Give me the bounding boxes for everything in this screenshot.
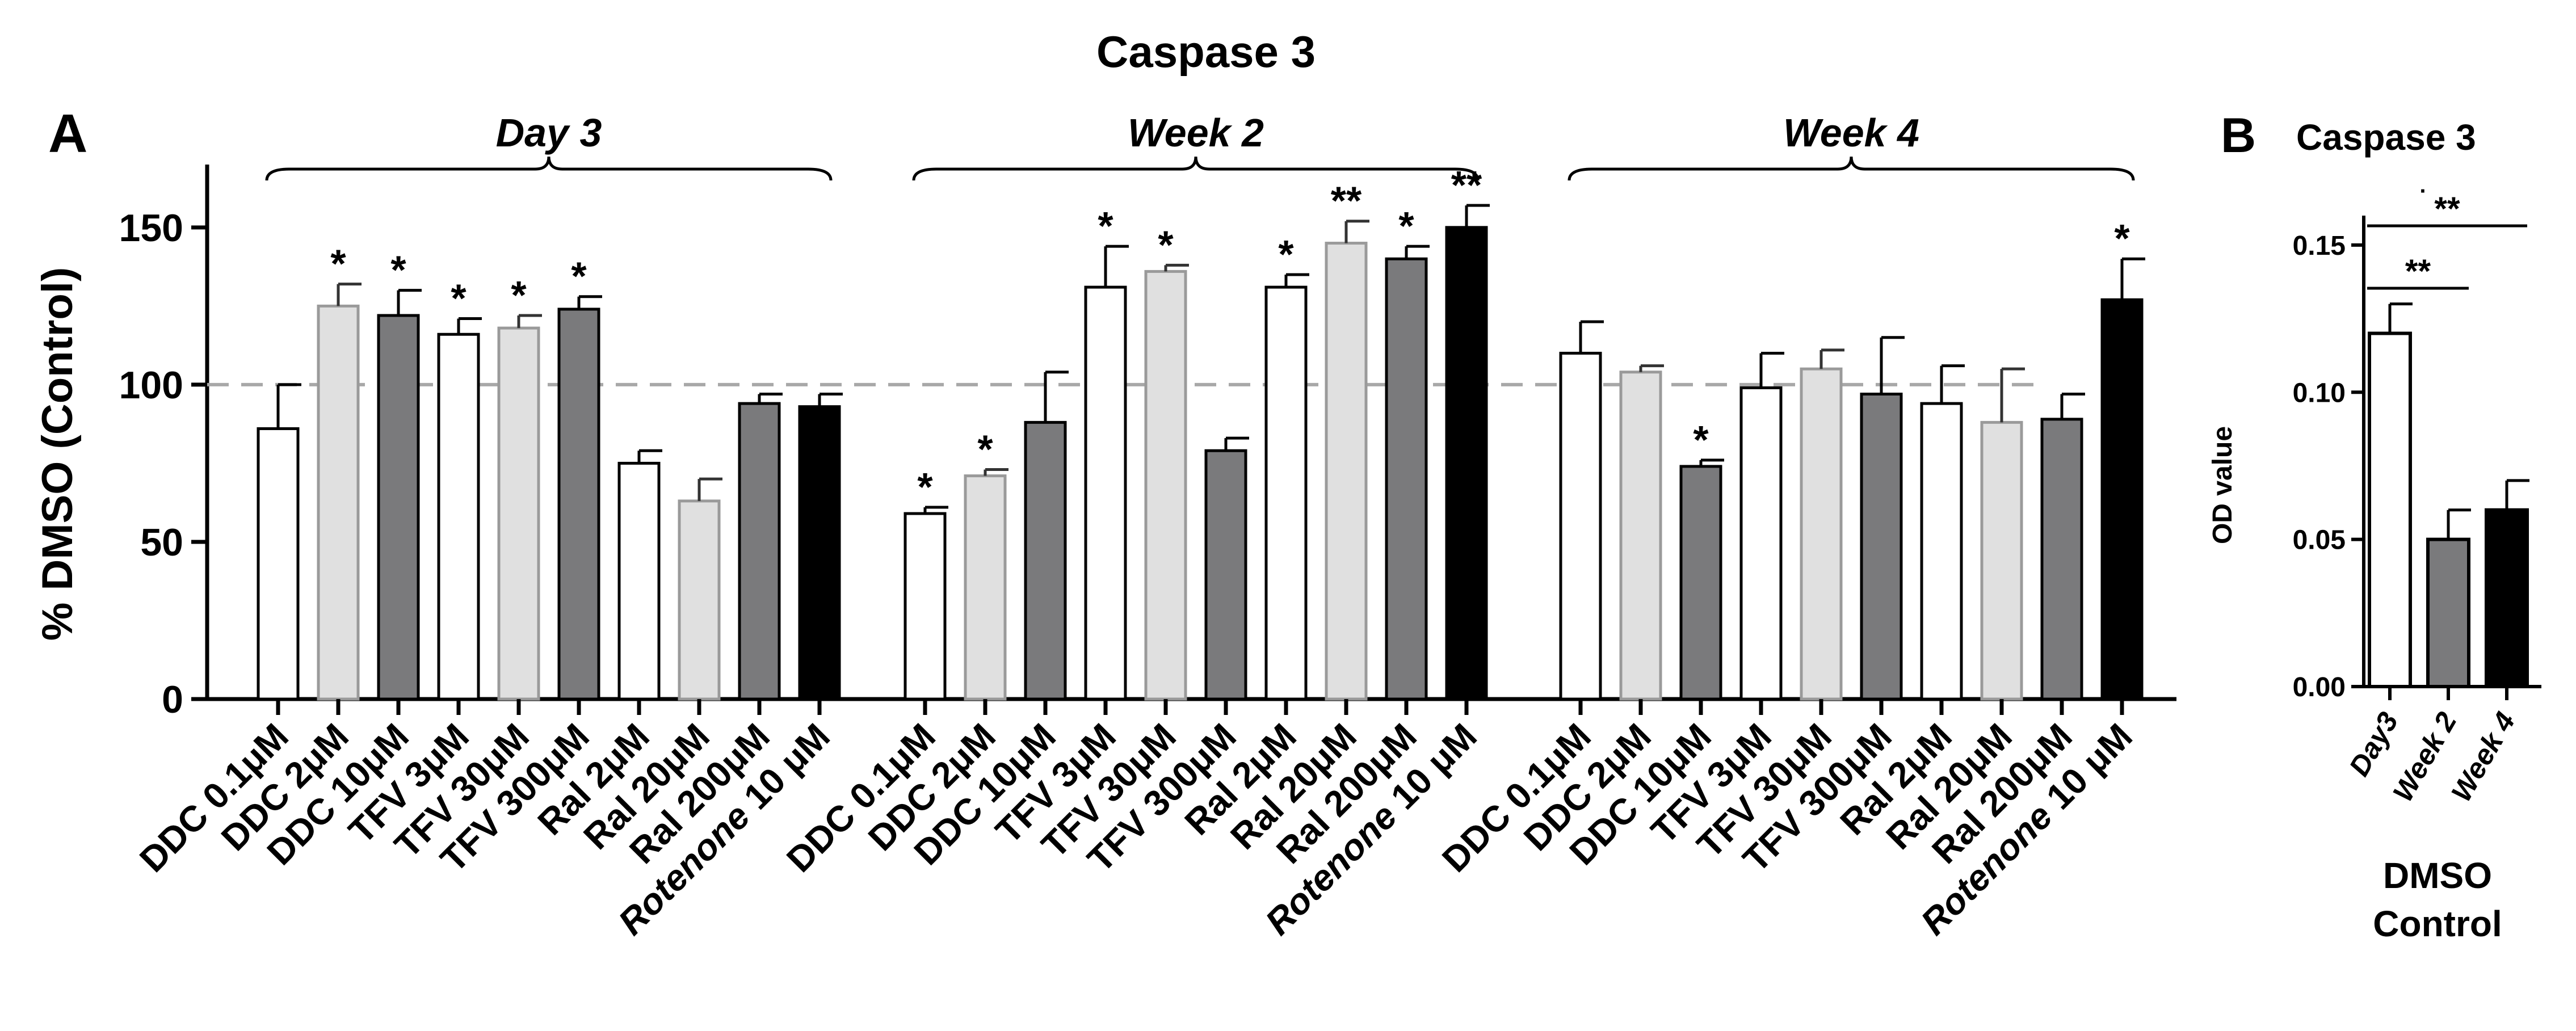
bar: [557, 308, 600, 701]
chart-b-ylabel: OD value: [2208, 426, 2238, 544]
group-label: Week 2: [1128, 111, 1264, 155]
chart-b-y-tick-label: 0.15: [2293, 231, 2346, 261]
significance-label: *: [390, 248, 406, 292]
bar: [377, 314, 420, 701]
bar: [1204, 449, 1247, 701]
chart-a-ylabel: % DMSO (Control): [33, 267, 82, 641]
bar: [1860, 393, 1903, 701]
bar: [1024, 420, 1067, 701]
bar: [1559, 351, 1602, 701]
chart-b-xlabel-line1: DMSO: [2383, 855, 2492, 896]
chart-b-title: Caspase 3: [2296, 117, 2476, 158]
chart-a-title: Caspase 3: [1096, 27, 1316, 77]
bar: [1800, 367, 1843, 701]
significance-label: *: [511, 273, 527, 317]
bar: [1264, 285, 1308, 701]
bar: [617, 461, 661, 701]
bar: [497, 326, 540, 701]
bar: [1739, 386, 1783, 701]
bar: [1920, 402, 1963, 701]
group-brace: [912, 156, 1480, 181]
chart-a-y-tick-label: 150: [119, 207, 183, 250]
significance-label: *: [977, 427, 993, 471]
significance-label: *: [330, 242, 346, 286]
chart-b-xlabel-line2: Control: [2373, 903, 2502, 944]
group-label: Week 4: [1783, 111, 1919, 155]
bar: [317, 304, 360, 701]
chart-a-y-tick-label: 100: [119, 364, 183, 407]
comparison-prefix: ·: [2419, 179, 2427, 204]
significance-label: *: [2114, 216, 2130, 260]
category-label: Day3: [2343, 706, 2404, 781]
bar: [1445, 226, 1488, 701]
significance-label: *: [1098, 204, 1113, 248]
chart-b-y-tick-label: 0.05: [2293, 525, 2346, 556]
panel-a-label: A: [48, 103, 87, 164]
bar: [678, 499, 721, 701]
bar: [1385, 257, 1428, 701]
significance-label: *: [1398, 204, 1414, 248]
bar: [904, 512, 947, 701]
bar: [1619, 371, 1662, 701]
significance-label: *: [451, 276, 467, 321]
panel-b-label: B: [2221, 108, 2256, 163]
chart-a-y-tick-label: 0: [162, 678, 183, 721]
bar: [1679, 465, 1722, 701]
group-brace: [1568, 156, 2135, 181]
significance-label: *: [1158, 222, 1174, 267]
bar: [257, 427, 300, 701]
bar: [1325, 242, 1368, 701]
group-brace: [265, 156, 833, 181]
significance-label: *: [571, 254, 587, 298]
significance-label: *: [1693, 418, 1709, 462]
group-label: Day 3: [496, 111, 602, 155]
bar: [2040, 418, 2083, 701]
bar: [738, 402, 781, 701]
bar: [2368, 331, 2412, 688]
comparison-label: **: [2405, 253, 2431, 290]
significance-label: **: [1451, 163, 1482, 207]
bar: [798, 405, 841, 701]
bar: [2100, 298, 2144, 701]
bar: [437, 333, 480, 701]
bar: [1084, 285, 1127, 701]
significance-label: *: [917, 465, 933, 509]
significance-label: **: [1331, 179, 1362, 223]
comparison-label: **: [2434, 191, 2460, 228]
bar: [2426, 537, 2470, 688]
significance-label: *: [1278, 232, 1294, 276]
chart-b-y-tick-label: 0.00: [2293, 672, 2346, 702]
chart-b-y-tick-label: 0.10: [2293, 378, 2346, 408]
bar: [964, 474, 1007, 701]
chart-a-y-tick-label: 50: [140, 521, 183, 564]
bar: [1144, 270, 1187, 701]
bar: [1980, 420, 2023, 701]
bar: [2485, 508, 2529, 688]
